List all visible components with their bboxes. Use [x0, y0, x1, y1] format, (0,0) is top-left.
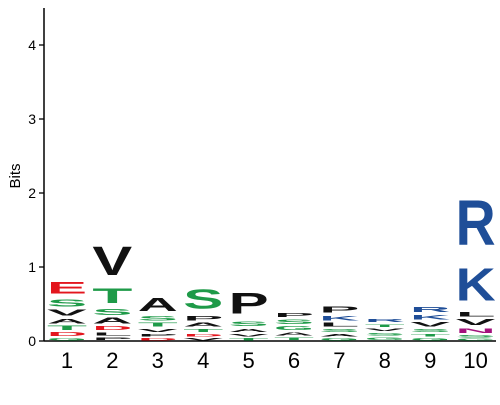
x-tick-label-1: 1	[61, 348, 73, 373]
logo-letter-pos7-P-5: P	[319, 306, 359, 315]
x-tick-label-3: 3	[152, 348, 164, 373]
y-tick-label-0: 0	[28, 333, 36, 349]
logo-letter-pos5-S-3: S	[229, 320, 269, 327]
x-tick-label-5: 5	[242, 348, 254, 373]
logo-letter-pos4-D-1: D	[183, 333, 223, 337]
logo-letter-pos2-D-2: D	[92, 326, 132, 332]
y-tick-label-1: 1	[28, 259, 36, 275]
logo-letter-pos2-L-1: L	[92, 331, 132, 336]
logo-letter-pos8-S-1: S	[365, 332, 405, 336]
logo-letter-pos7-G-0: G	[319, 337, 359, 341]
y-tick-label-3: 3	[28, 111, 36, 127]
x-tick-label-9: 9	[424, 348, 436, 373]
logo-letter-pos10-R-6: R	[456, 187, 496, 259]
logo-letter-pos10-L-4: L	[456, 311, 496, 318]
logo-letter-pos3-D-0: D	[138, 337, 178, 341]
logo-letter-pos3-T-3: T	[138, 322, 178, 328]
logo-letter-pos7-A-1: A	[319, 333, 359, 337]
logo-letter-pos2-P-0: P	[92, 337, 132, 341]
logo-letter-pos9-V-3: V	[410, 321, 450, 328]
logo-letter-pos10-V-3: V	[456, 318, 497, 327]
logo-letter-pos5-T-0: T	[229, 337, 269, 341]
logo-letter-pos5-A-2: A	[229, 328, 269, 333]
logo-letter-pos6-A-1: A	[274, 331, 314, 336]
logo-letter-pos1-D-1: D	[47, 331, 87, 337]
logo-letter-pos10-N-2: N	[456, 327, 496, 334]
logo-letter-pos2-V-6: V	[92, 238, 132, 284]
x-tick-label-4: 4	[197, 348, 209, 373]
logo-letter-pos2-A-3: A	[92, 317, 132, 326]
logo-letter-pos6-S-3: S	[274, 318, 314, 325]
logo-letter-pos6-T-0: T	[274, 337, 314, 341]
y-tick-label-4: 4	[28, 37, 36, 53]
logo-letter-pos9-G-0: G	[410, 337, 450, 341]
logo-letter-pos6-P-4: P	[274, 312, 314, 318]
logo-letter-pos1-G-0: G	[47, 337, 87, 341]
logo-letter-pos9-S-2: S	[410, 328, 450, 333]
x-tick-label-8: 8	[379, 348, 391, 373]
logo-letter-pos3-S-4: S	[138, 315, 178, 322]
x-tick-label-7: 7	[333, 348, 345, 373]
y-tick-label-2: 2	[28, 185, 36, 201]
logo-letter-pos4-S-5: S	[183, 283, 223, 314]
logo-letter-pos7-L-3: L	[319, 322, 359, 328]
logo-letter-pos3-P-1: P	[138, 333, 178, 337]
x-tick-label-10: 10	[463, 348, 487, 373]
logo-letter-pos1-S-5: S	[47, 297, 87, 308]
logo-letter-pos8-T-3: T	[365, 323, 405, 327]
logo-letter-pos1-T-2: T	[47, 325, 87, 332]
logo-letter-pos8-R-4: R	[365, 318, 405, 323]
logo-letter-pos4-P-4: P	[183, 314, 223, 321]
logo-letter-pos1-E-6: E	[47, 279, 87, 297]
logo-letter-pos5-V-1: V	[229, 333, 269, 337]
logo-letter-pos8-G-0: G	[365, 337, 405, 341]
logo-letter-pos4-V-0: V	[183, 337, 223, 341]
x-tick-label-2: 2	[106, 348, 118, 373]
logo-letter-pos1-V-4: V	[47, 309, 88, 318]
logo-letter-pos3-A-5: A	[138, 294, 178, 315]
logo-letter-pos1-A-3: A	[47, 317, 87, 324]
logo-letter-pos9-R-5: R	[410, 306, 450, 314]
logo-letter-pos2-T-5: T	[92, 284, 132, 307]
logo-letter-pos4-T-2: T	[183, 328, 223, 333]
logo-letter-pos3-V-2: V	[138, 328, 178, 333]
logo-letter-pos9-K-4: K	[410, 314, 451, 321]
x-tick-label-6: 6	[288, 348, 300, 373]
logo-letter-pos6-G-2: G	[274, 325, 314, 331]
logo-letter-pos10-K-5: K	[456, 259, 496, 311]
logo-letter-pos9-T-1: T	[410, 333, 450, 337]
logo-letter-pos7-S-2: S	[319, 328, 359, 333]
logo-letter-pos8-V-2: V	[365, 328, 405, 332]
logo-letter-pos10-S-1: S	[456, 334, 496, 338]
y-axis-label: Bits	[7, 163, 24, 188]
logo-letter-pos10-G-0: G	[456, 338, 496, 341]
logo-letter-pos2-S-4: S	[92, 308, 132, 317]
logo-letter-pos5-P-4: P	[229, 287, 269, 320]
logo-letter-pos4-A-3: A	[183, 322, 223, 328]
logo-letter-pos7-K-4: K	[319, 314, 360, 321]
